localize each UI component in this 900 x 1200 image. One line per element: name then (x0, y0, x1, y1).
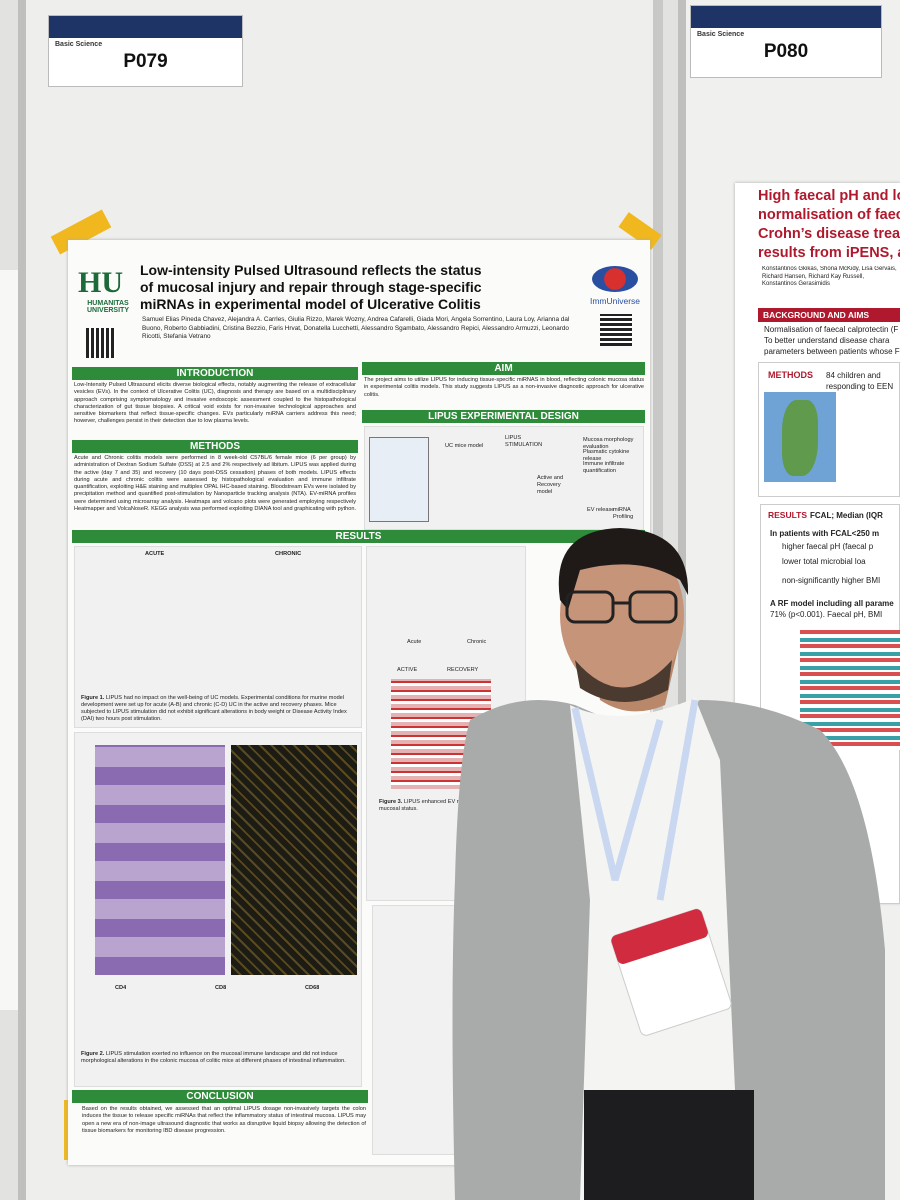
trousers (584, 1090, 754, 1200)
institution: HUMANITAS UNIVERSITY (86, 300, 129, 314)
section-heading: METHODS (768, 370, 813, 380)
figure-label: Figure 3. (379, 799, 403, 805)
lanyard (656, 699, 699, 901)
bullet-list: Normalisation of faecal calprotectin (F … (764, 324, 900, 357)
bullet-list: higher faecal pH (faecal p lower total m… (782, 541, 900, 586)
badge-band (611, 909, 708, 964)
design-label: Plasmatic cytokine release (583, 449, 630, 462)
section-heading: BACKGROUND AND AIMS (758, 308, 900, 322)
design-diagram: UC mice model LIPUS STIMULATION Active a… (364, 426, 644, 530)
panel-label: CHRONIC (275, 551, 302, 557)
glasses (565, 590, 615, 624)
section-heading: LIPUS EXPERIMENTAL DESIGN (362, 410, 645, 423)
design-label: LIPUS STIMULATION (505, 435, 543, 448)
figure-caption: Figure 3. LIPUS enhanced EV release rega… (379, 799, 519, 879)
design-label: Active and Recovery model (537, 475, 564, 495)
bullet: higher faecal pH (faecal p (782, 542, 874, 551)
poster-card: Basic Science P079 (48, 15, 243, 87)
subheading: FCAL; Median (IQR (810, 511, 883, 520)
poster-card: Basic Science P080 (690, 5, 882, 78)
panel-label: Acute (407, 639, 422, 645)
figure-panel (372, 905, 462, 1155)
section-heading: AIM (362, 362, 645, 375)
panel-label: Chronic (467, 639, 487, 645)
panel-label: ACTIVE (397, 667, 418, 673)
bullet: Normalisation of faecal calprotectin (F (764, 325, 899, 334)
result-note: 71% (p<0.001). Faecal pH, BMI (770, 610, 883, 619)
bullet: To better understand disease chara (764, 336, 890, 345)
design-label: UC mice model (445, 443, 484, 449)
qr-code (600, 314, 632, 346)
glasses (628, 590, 678, 624)
partner-name: ImmUniverse (589, 296, 641, 306)
design-label: Mucosa morphology evaluation (583, 437, 634, 450)
qr-code (86, 328, 116, 358)
design-label: EV release (587, 507, 615, 513)
panel-label: CD4 (115, 985, 127, 991)
section-label: Basic Science (55, 41, 103, 48)
poster-code: P079 (123, 51, 168, 72)
section-heading: METHODS (72, 440, 358, 453)
title-line: High faecal pH and lo (758, 188, 900, 204)
panel-label: CD68 (305, 985, 320, 991)
section-text: 84 children and (826, 371, 881, 380)
fluorescence-image (231, 745, 357, 975)
section-text: Based on the results obtained, we assess… (82, 1106, 366, 1134)
figure-caption: Figure 1. LIPUS had no impact on the wel… (81, 695, 357, 727)
section-heading: INTRODUCTION (72, 367, 358, 380)
section-text: Low-Intensity Pulsed Ultrasound elicits … (74, 382, 356, 425)
title-line: Crohn’s disease treat (758, 226, 900, 242)
section-label: Basic Science (697, 31, 745, 38)
poster-title: High faecal pH and lo normalisation of f… (758, 187, 900, 263)
partner-logo (592, 266, 638, 292)
figure-label: Figure 1. (81, 695, 105, 701)
map-land (782, 400, 818, 476)
figure-panel: CD4 CD8 CD68 Figure 2. LIPUS stimulation… (74, 732, 362, 1087)
title-line: miRNAs in experimental model of Ulcerati… (140, 296, 481, 312)
map-image (764, 392, 836, 482)
title-line: normalisation of faec (758, 207, 900, 223)
figure-label: Figure 2. (81, 1051, 105, 1057)
far-left-poster (0, 270, 18, 1010)
bullet: lower total microbial loa (782, 557, 866, 566)
hair (558, 528, 689, 610)
section-text: Acute and Chronic colitis models were pe… (74, 455, 356, 513)
panel-label: ACUTE (145, 551, 165, 557)
section-heading: RESULTS (768, 510, 808, 520)
figure-text: LIPUS enhanced EV release regardless of … (379, 799, 509, 812)
figure-caption: Figure 2. LIPUS stimulation exerted no i… (81, 1051, 357, 1085)
lanyard (571, 707, 664, 881)
panel-label: CD8 (215, 985, 227, 991)
section-text: responding to EEN (826, 382, 894, 391)
section-text: The project aims to utilize LIPUS for in… (364, 377, 644, 398)
poster-code: P080 (763, 41, 809, 62)
authors: Samuel Elias Pineda Chavez, Alejandra A.… (142, 316, 570, 341)
figure-panel: ACUTE CHRONIC Figure 1. LIPUS had no imp… (74, 546, 362, 728)
title-line: results from iPENS, a (758, 245, 900, 261)
result-note: A RF model including all parame (770, 599, 894, 608)
authors: Konstantinos Gkikas, Shona McKidy, Lisa … (762, 266, 897, 287)
panel-label: RECOVERY (447, 667, 479, 673)
device (369, 437, 429, 522)
histology-image (95, 745, 225, 975)
logo: HU (78, 266, 123, 299)
title-line: Low-intensity Pulsed Ultrasound reflects… (140, 262, 482, 278)
section-heading: RESULTS (72, 530, 645, 543)
design-label: Immune infiltrate quantification (583, 461, 625, 474)
design-label: miRNA Profiling (613, 507, 634, 520)
result-intro: In patients with FCAL<250 m (770, 529, 880, 538)
section-heading: CONCLUSION (72, 1090, 368, 1103)
poster-title: Low-intensity Pulsed Ultrasound reflects… (140, 262, 585, 313)
bullet: parameters between patients whose F (764, 347, 900, 356)
bullet: non-significantly higher BMI (782, 576, 881, 585)
figure-text: LIPUS stimulation exerted no influence o… (81, 1051, 346, 1064)
beard (575, 660, 672, 703)
title-line: of mucosal injury and repair through sta… (140, 279, 482, 295)
figure-text: LIPUS had no impact on the well-being of… (81, 695, 347, 722)
face (560, 535, 684, 695)
